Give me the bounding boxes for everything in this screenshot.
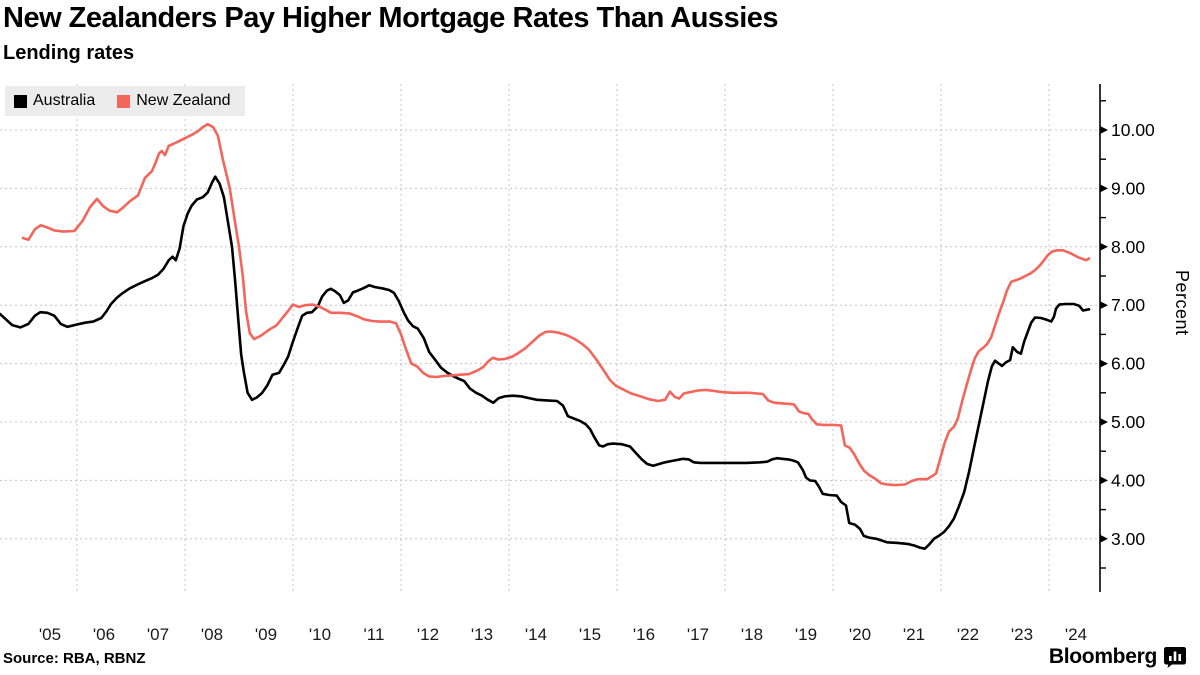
y-axis-major-tick — [1100, 184, 1108, 193]
y-tick-label: 5.00 — [1111, 412, 1145, 432]
chart-title: New Zealanders Pay Higher Mortgage Rates… — [3, 2, 779, 34]
x-tick-label: '19 — [795, 625, 817, 644]
x-tick-label: '18 — [741, 625, 763, 644]
y-tick-label: 3.00 — [1111, 529, 1145, 549]
y-tick-label: 4.00 — [1111, 470, 1145, 490]
legend-item-new-zealand: New Zealand — [117, 92, 231, 110]
x-tick-label: '13 — [471, 625, 493, 644]
x-tick-label: '14 — [525, 625, 547, 644]
chart-subtitle: Lending rates — [3, 42, 135, 64]
y-axis-major-tick — [1100, 476, 1108, 485]
x-tick-label: '17 — [687, 625, 709, 644]
x-tick-label: '11 — [364, 625, 385, 644]
x-tick-label: '20 — [849, 625, 871, 644]
x-tick-label: '08 — [201, 625, 223, 644]
legend: Australia New Zealand — [5, 86, 245, 116]
x-tick-label: '21 — [903, 625, 925, 644]
bloomberg-logo-icon — [1164, 646, 1186, 668]
x-tick-label: '05 — [39, 625, 61, 644]
y-tick-label: 10.00 — [1111, 120, 1155, 140]
bloomberg-branding: Bloomberg — [1049, 645, 1186, 669]
x-tick-label: '15 — [579, 625, 601, 644]
legend-label-new-zealand: New Zealand — [136, 92, 231, 109]
y-tick-label: 9.00 — [1111, 178, 1145, 198]
x-tick-label: '16 — [633, 625, 655, 644]
x-tick-label: '23 — [1011, 625, 1033, 644]
x-tick-label: '12 — [417, 625, 439, 644]
x-tick-label: '22 — [957, 625, 979, 644]
x-tick-label: '09 — [255, 625, 277, 644]
legend-label-australia: Australia — [33, 92, 96, 109]
y-tick-label: 7.00 — [1111, 295, 1145, 315]
source-attribution: Source: RBA, RBNZ — [3, 650, 146, 667]
x-tick-label: '24 — [1065, 625, 1087, 644]
y-axis-title: Percent — [1172, 270, 1192, 336]
new-zealand-swatch — [117, 94, 131, 108]
legend-item-australia: Australia — [14, 92, 95, 110]
x-tick-label: '07 — [147, 625, 169, 644]
y-axis-major-tick — [1100, 418, 1108, 426]
y-axis-major-tick — [1100, 301, 1108, 310]
australia-swatch — [14, 94, 27, 108]
x-tick-label: '10 — [309, 625, 331, 644]
y-axis-major-tick — [1100, 242, 1108, 251]
y-tick-label: 8.00 — [1111, 237, 1145, 257]
y-axis-major-tick — [1100, 359, 1108, 368]
y-axis-major-tick — [1100, 534, 1108, 543]
bloomberg-wordmark: Bloomberg — [1048, 645, 1157, 668]
y-tick-label: 6.00 — [1111, 354, 1145, 374]
y-axis-major-tick — [1100, 126, 1108, 134]
series-line-new-zealand — [21, 122, 1091, 487]
x-tick-label: '06 — [93, 625, 115, 644]
series-line-australia — [0, 175, 1091, 551]
